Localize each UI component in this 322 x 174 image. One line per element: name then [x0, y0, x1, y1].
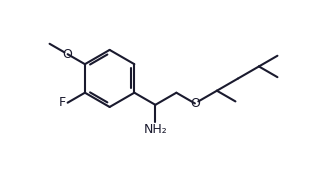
- Text: F: F: [59, 96, 66, 109]
- Text: O: O: [190, 97, 200, 110]
- Text: NH₂: NH₂: [144, 123, 167, 136]
- Text: O: O: [63, 48, 72, 61]
